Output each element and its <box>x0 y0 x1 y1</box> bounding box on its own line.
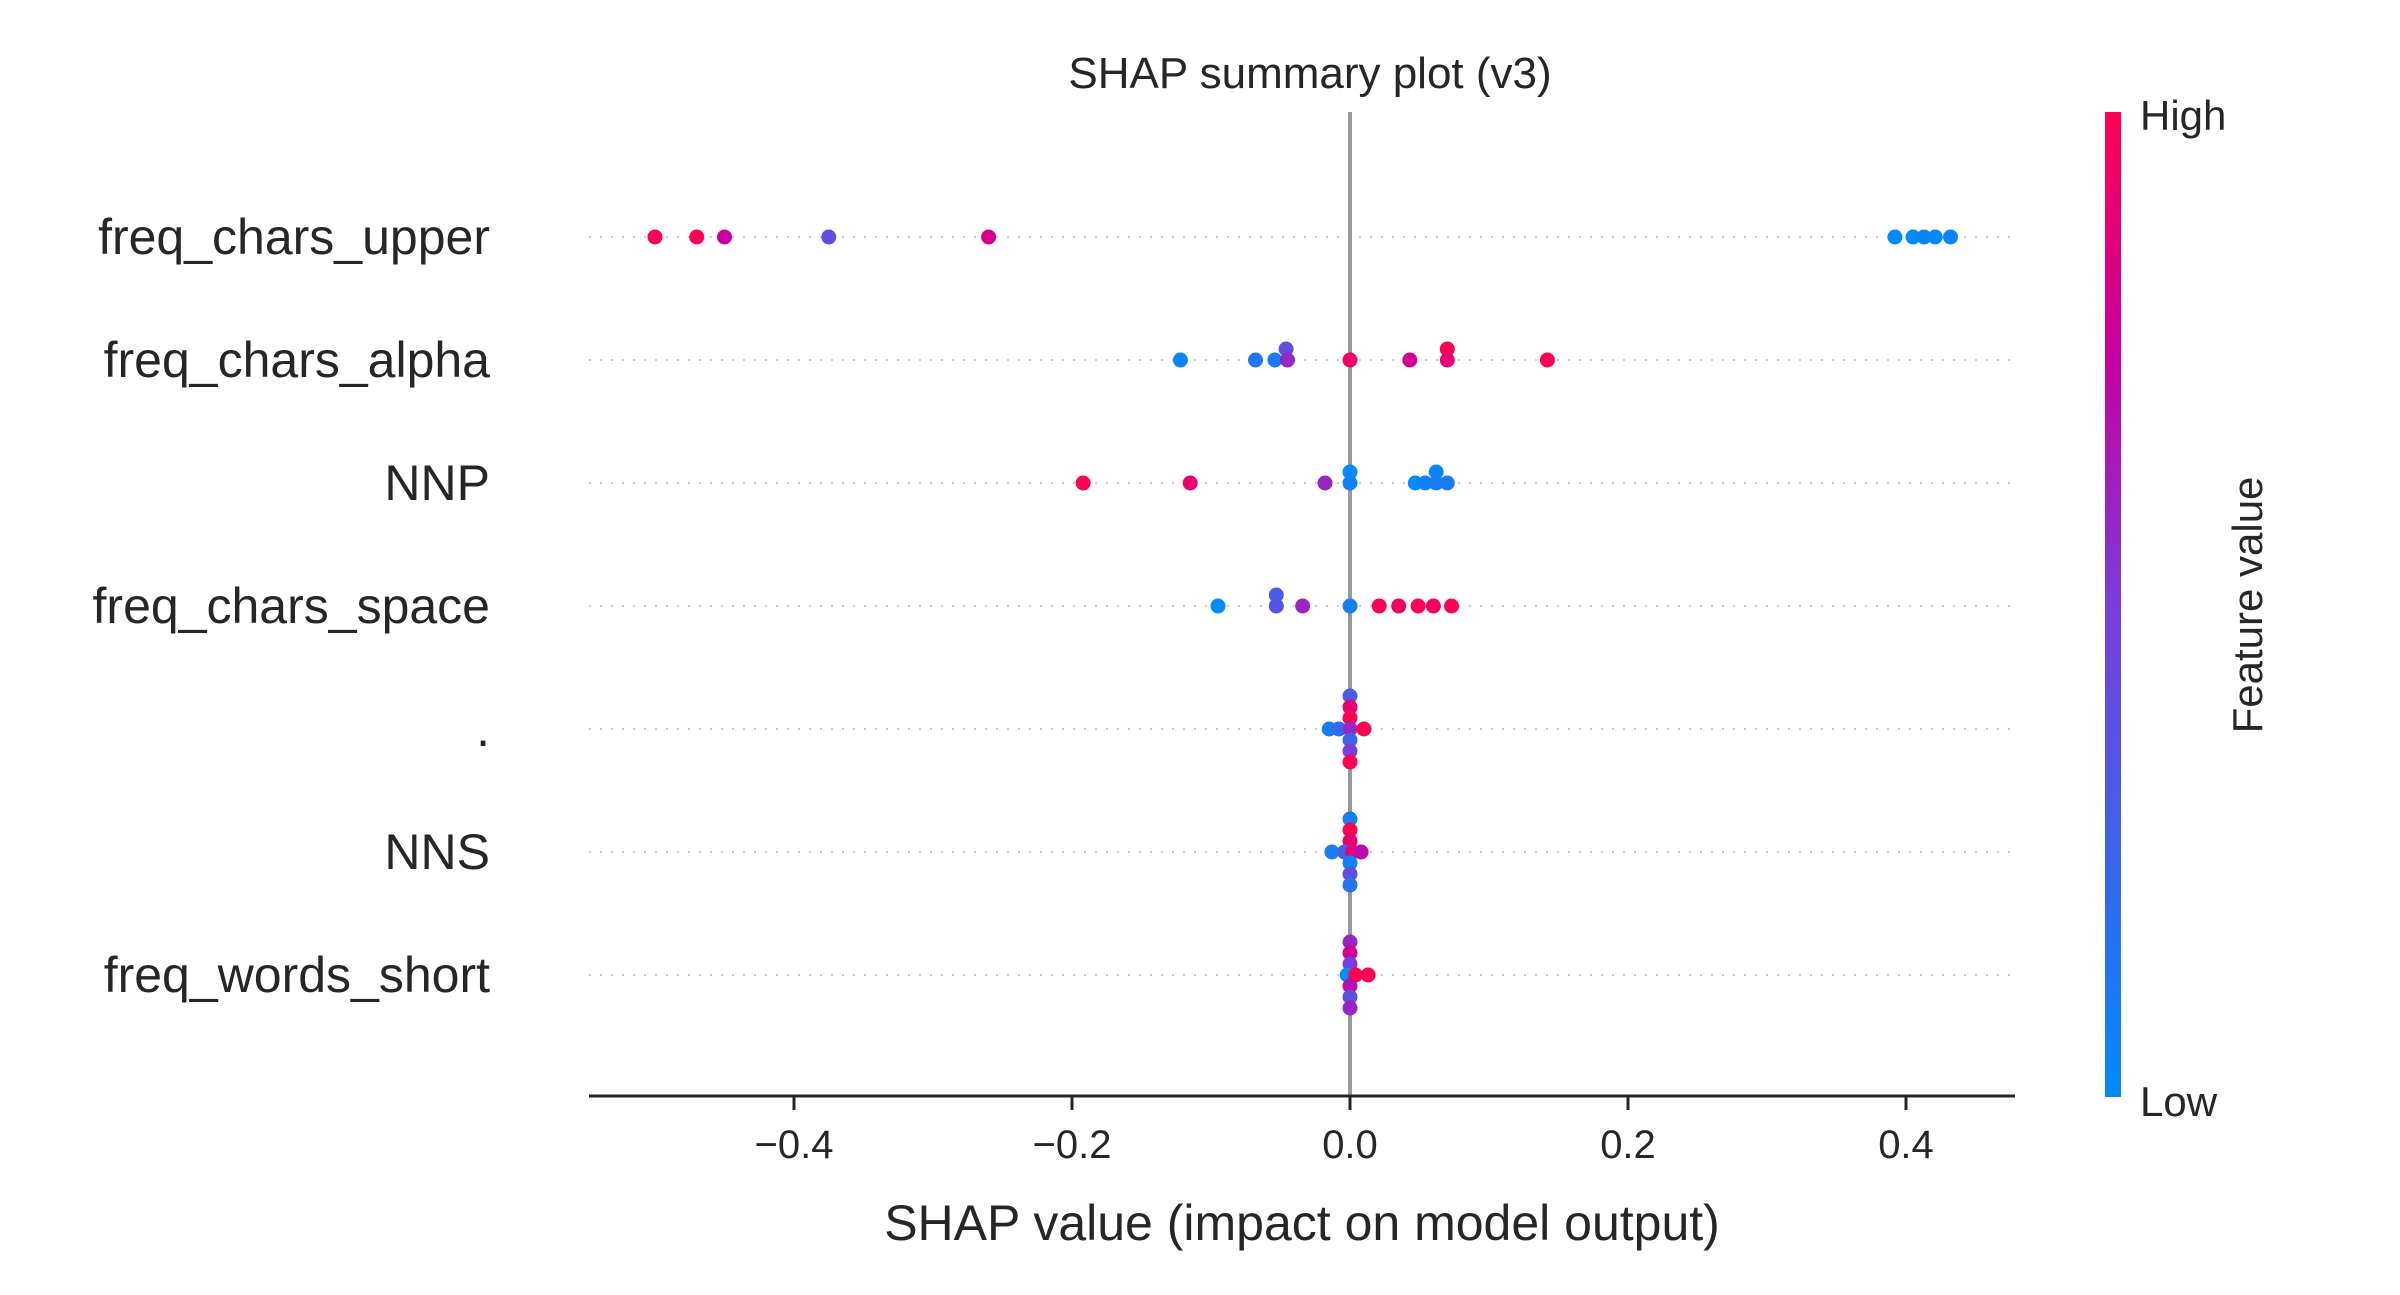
shap-point <box>1353 844 1369 860</box>
shap-point <box>1248 352 1263 368</box>
x-tick-label: −0.4 <box>755 1123 834 1167</box>
shap-point <box>1075 475 1091 491</box>
shap-point <box>1342 475 1358 491</box>
shap-point <box>1417 475 1433 491</box>
shap-point <box>821 229 837 245</box>
shap-point <box>1342 811 1358 827</box>
feature-label: NNS <box>384 824 490 880</box>
x-tick-label: 0.4 <box>1878 1123 1934 1167</box>
shap-point <box>1943 229 1958 245</box>
shap-point <box>1342 743 1358 759</box>
shap-point <box>1360 967 1376 983</box>
shap-point <box>1444 598 1459 614</box>
shap-point <box>1268 598 1284 614</box>
shap-point <box>1342 978 1358 994</box>
shap-point <box>1342 934 1358 950</box>
shap-point <box>1342 866 1358 882</box>
feature-label: freq_chars_upper <box>98 209 490 265</box>
shap-point <box>1371 598 1387 614</box>
shap-point <box>1342 877 1358 893</box>
shap-point <box>717 229 732 245</box>
feature-label: freq_chars_alpha <box>104 332 491 388</box>
shap-point <box>1905 229 1921 245</box>
shap-point <box>1342 822 1358 838</box>
shap-point <box>1356 721 1372 737</box>
x-axis-label: SHAP value (impact on model output) <box>884 1195 1720 1251</box>
feature-rows: freq_chars_upper freq_chars_alpha NNP freq_… <box>93 112 2015 1096</box>
shap-point <box>647 229 663 245</box>
data-points <box>647 229 1958 1016</box>
colorbar-high-label: High <box>2140 92 2226 139</box>
shap-point <box>1317 475 1333 491</box>
shap-point <box>1324 844 1340 860</box>
shap-point <box>1887 229 1903 245</box>
shap-point <box>1342 732 1358 748</box>
shap-point <box>1402 352 1418 368</box>
shap-point <box>1342 945 1358 961</box>
shap-point <box>1927 229 1943 245</box>
shap-point <box>1268 587 1284 603</box>
feature-label: freq_chars_space <box>93 578 490 634</box>
shap-point <box>1439 475 1455 491</box>
shap-point <box>1342 352 1358 368</box>
x-tick-label: −0.2 <box>1033 1123 1112 1167</box>
shap-point <box>1428 464 1444 480</box>
shap-point <box>1425 598 1441 614</box>
x-tick-label: 0.0 <box>1322 1123 1378 1167</box>
colorbar-low-label: Low <box>2140 1078 2218 1125</box>
shap-point <box>1342 754 1358 770</box>
shap-point <box>981 229 997 245</box>
shap-point <box>1295 598 1311 614</box>
shap-point <box>1410 598 1426 614</box>
chart-title: SHAP summary plot (v3) <box>1068 49 1551 98</box>
shap-point <box>1439 352 1455 368</box>
shap-point <box>1342 855 1358 871</box>
feature-label: freq_words_short <box>104 947 490 1003</box>
shap-point <box>1342 989 1358 1005</box>
x-tick-label: 0.2 <box>1600 1123 1656 1167</box>
shap-point <box>1342 464 1358 480</box>
shap-point <box>1342 699 1358 715</box>
shap-point <box>1342 721 1358 737</box>
shap-point <box>1172 352 1188 368</box>
shap-point <box>1342 688 1358 704</box>
shap-point <box>1280 352 1295 368</box>
colorbar-title: Feature value <box>2224 477 2271 734</box>
feature-label: . <box>476 701 490 757</box>
shap-point <box>689 229 705 245</box>
shap-point <box>1267 352 1283 368</box>
shap-point <box>1916 229 1932 245</box>
shap-point <box>1278 341 1294 357</box>
shap-point <box>1331 721 1347 737</box>
shap-point <box>1342 1000 1358 1016</box>
shap-point <box>1539 352 1555 368</box>
shap-point <box>1391 598 1407 614</box>
shap-point <box>1342 598 1358 614</box>
x-axis-ticks: −0.4 −0.2 0.0 0.2 0.4 <box>755 1096 1934 1167</box>
shap-point <box>1210 598 1226 614</box>
feature-label: NNP <box>384 455 490 511</box>
colorbar <box>2105 112 2121 1097</box>
shap-point <box>1428 475 1444 491</box>
shap-point <box>1182 475 1198 491</box>
shap-point <box>1439 341 1455 357</box>
shap-point <box>1342 710 1358 726</box>
